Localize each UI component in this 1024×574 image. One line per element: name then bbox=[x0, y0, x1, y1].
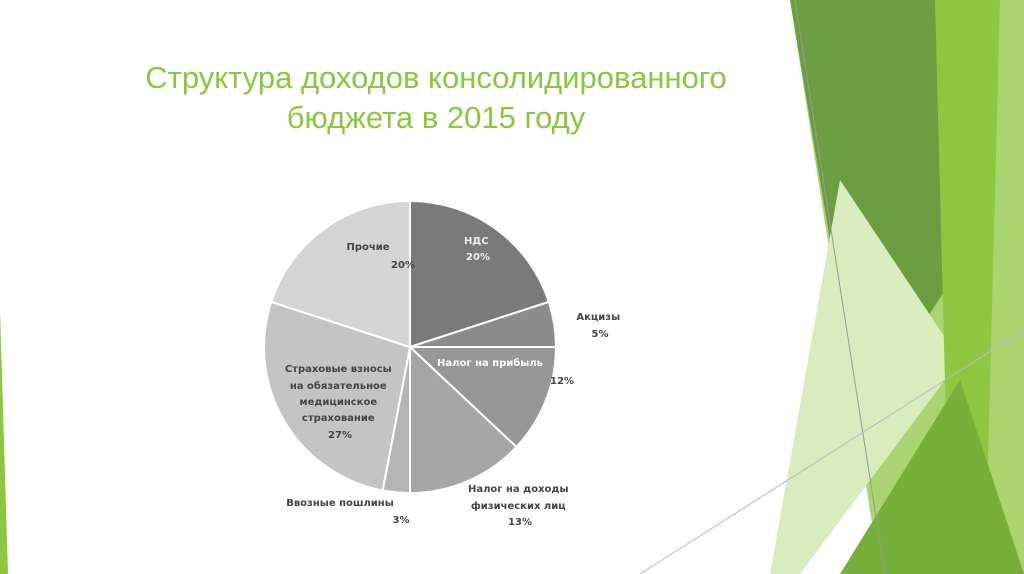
label-other-value: 20% bbox=[391, 260, 415, 271]
label-profit-tax-value: 12% bbox=[550, 376, 574, 387]
pie-slices bbox=[263, 199, 558, 495]
title-line-2: бюджета в 2015 году bbox=[286, 100, 586, 135]
label-insurance-line2: на обязательное bbox=[290, 380, 387, 392]
pie-slice-0 bbox=[409, 199, 551, 349]
label-insurance-value: 27% bbox=[328, 430, 352, 441]
label-ndfl-line1: Налог на доходы bbox=[468, 484, 569, 495]
label-other-name: Прочие bbox=[346, 242, 389, 253]
deco-green-triangle-pale bbox=[770, 180, 960, 574]
slide-title: Структура доходов консолидированного бюд… bbox=[96, 58, 776, 138]
pie-slice-3 bbox=[409, 344, 518, 495]
label-nds-name: НДС bbox=[464, 236, 489, 247]
label-insurance: Страховые взносы на обязательное медицин… bbox=[285, 364, 395, 441]
label-profit-tax-name: Налог на прибыль bbox=[437, 357, 543, 369]
deco-thin-line-1 bbox=[794, 0, 886, 574]
label-nds-value: 20% bbox=[466, 252, 490, 263]
label-duties-name: Ввозные пошлины bbox=[286, 498, 394, 509]
label-insurance-line1: Страховые взносы bbox=[285, 364, 392, 375]
deco-green-triangle-bottom bbox=[840, 380, 1024, 574]
label-ndfl: Налог на доходы физических лиц 13% bbox=[468, 484, 572, 528]
deco-thin-line-2 bbox=[639, 329, 1024, 574]
label-akcizy-value: 5% bbox=[592, 329, 609, 340]
label-nds: НДС 20% bbox=[464, 236, 492, 263]
pie-slice-2 bbox=[407, 346, 558, 449]
deco-left-wedge bbox=[0, 310, 8, 574]
pie-slice-5 bbox=[263, 300, 412, 492]
label-duties-value: 3% bbox=[393, 515, 410, 526]
label-ndfl-value: 13% bbox=[508, 517, 532, 528]
label-akcizy-name: Акцизы bbox=[576, 312, 620, 323]
pie-slice-6 bbox=[269, 199, 411, 349]
label-ndfl-line2: физических лиц bbox=[471, 500, 566, 512]
label-akcizy: Акцизы 5% bbox=[576, 312, 623, 340]
title-line-1: Структура доходов консолидированного bbox=[145, 60, 727, 95]
label-insurance-line3: медицинское bbox=[299, 397, 377, 408]
label-insurance-line4: страхование bbox=[302, 413, 375, 424]
